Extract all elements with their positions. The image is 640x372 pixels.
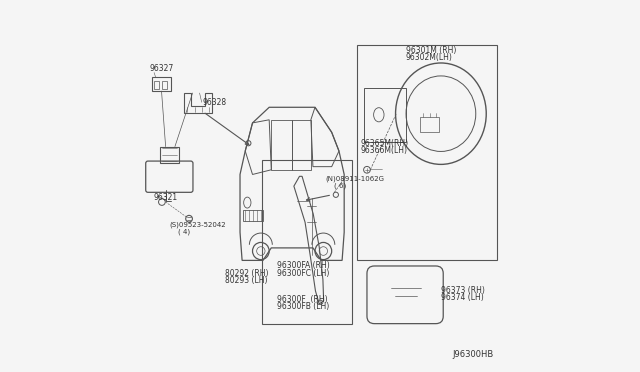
Text: 96300F  (RH): 96300F (RH): [277, 295, 328, 304]
Text: ( 4): ( 4): [177, 228, 189, 235]
Text: 80293 (LH): 80293 (LH): [225, 276, 268, 285]
Text: 96300FB (LH): 96300FB (LH): [277, 302, 330, 311]
Text: (S)09523-52042: (S)09523-52042: [170, 222, 226, 228]
Text: (N)08911-1062G: (N)08911-1062G: [326, 175, 385, 182]
Bar: [243, 211, 263, 221]
Text: 96301M (RH): 96301M (RH): [406, 46, 456, 55]
Text: 96366M(LH): 96366M(LH): [361, 146, 408, 155]
Bar: [262, 160, 351, 324]
Bar: [152, 77, 172, 91]
Bar: [420, 117, 439, 132]
Bar: [160, 147, 179, 163]
Bar: [357, 45, 497, 260]
Text: 96300FC (LH): 96300FC (LH): [277, 269, 330, 278]
Text: 96300FA (RH): 96300FA (RH): [277, 262, 330, 270]
Text: 96365M(RH): 96365M(RH): [361, 139, 409, 148]
Text: 96374 (LH): 96374 (LH): [441, 293, 484, 302]
Text: 96373 (RH): 96373 (RH): [441, 286, 484, 295]
Bar: [364, 88, 406, 142]
Text: 96302M(LH): 96302M(LH): [406, 53, 452, 62]
Text: 96328: 96328: [203, 98, 227, 107]
Text: J96300HB: J96300HB: [452, 350, 493, 359]
Bar: [154, 81, 159, 89]
Text: 96321: 96321: [154, 193, 177, 202]
Bar: [161, 81, 167, 89]
Text: 96327: 96327: [150, 64, 174, 73]
Text: 80292 (RH): 80292 (RH): [225, 269, 269, 278]
Text: ( 6): ( 6): [334, 182, 346, 189]
